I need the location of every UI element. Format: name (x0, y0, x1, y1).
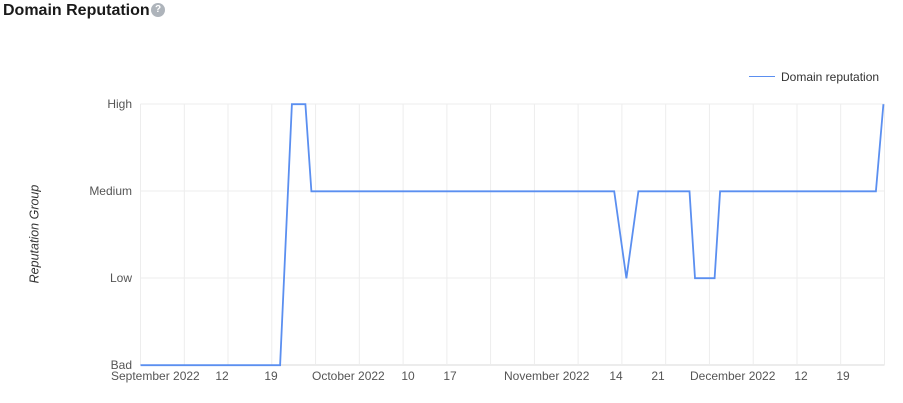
svg-text:19: 19 (264, 369, 278, 383)
svg-text:10: 10 (401, 369, 415, 383)
svg-text:High: High (107, 97, 132, 111)
svg-text:21: 21 (651, 369, 665, 383)
svg-text:19: 19 (836, 369, 850, 383)
svg-text:Medium: Medium (89, 184, 132, 198)
svg-text:Reputation Group: Reputation Group (28, 185, 42, 284)
svg-text:12: 12 (794, 369, 808, 383)
svg-text:September 2022: September 2022 (111, 369, 200, 383)
svg-text:12: 12 (215, 369, 229, 383)
svg-text:17: 17 (443, 369, 457, 383)
svg-text:November 2022: November 2022 (504, 369, 590, 383)
svg-text:December 2022: December 2022 (690, 369, 776, 383)
svg-text:October 2022: October 2022 (312, 369, 385, 383)
svg-text:Low: Low (110, 271, 132, 285)
svg-text:14: 14 (609, 369, 623, 383)
